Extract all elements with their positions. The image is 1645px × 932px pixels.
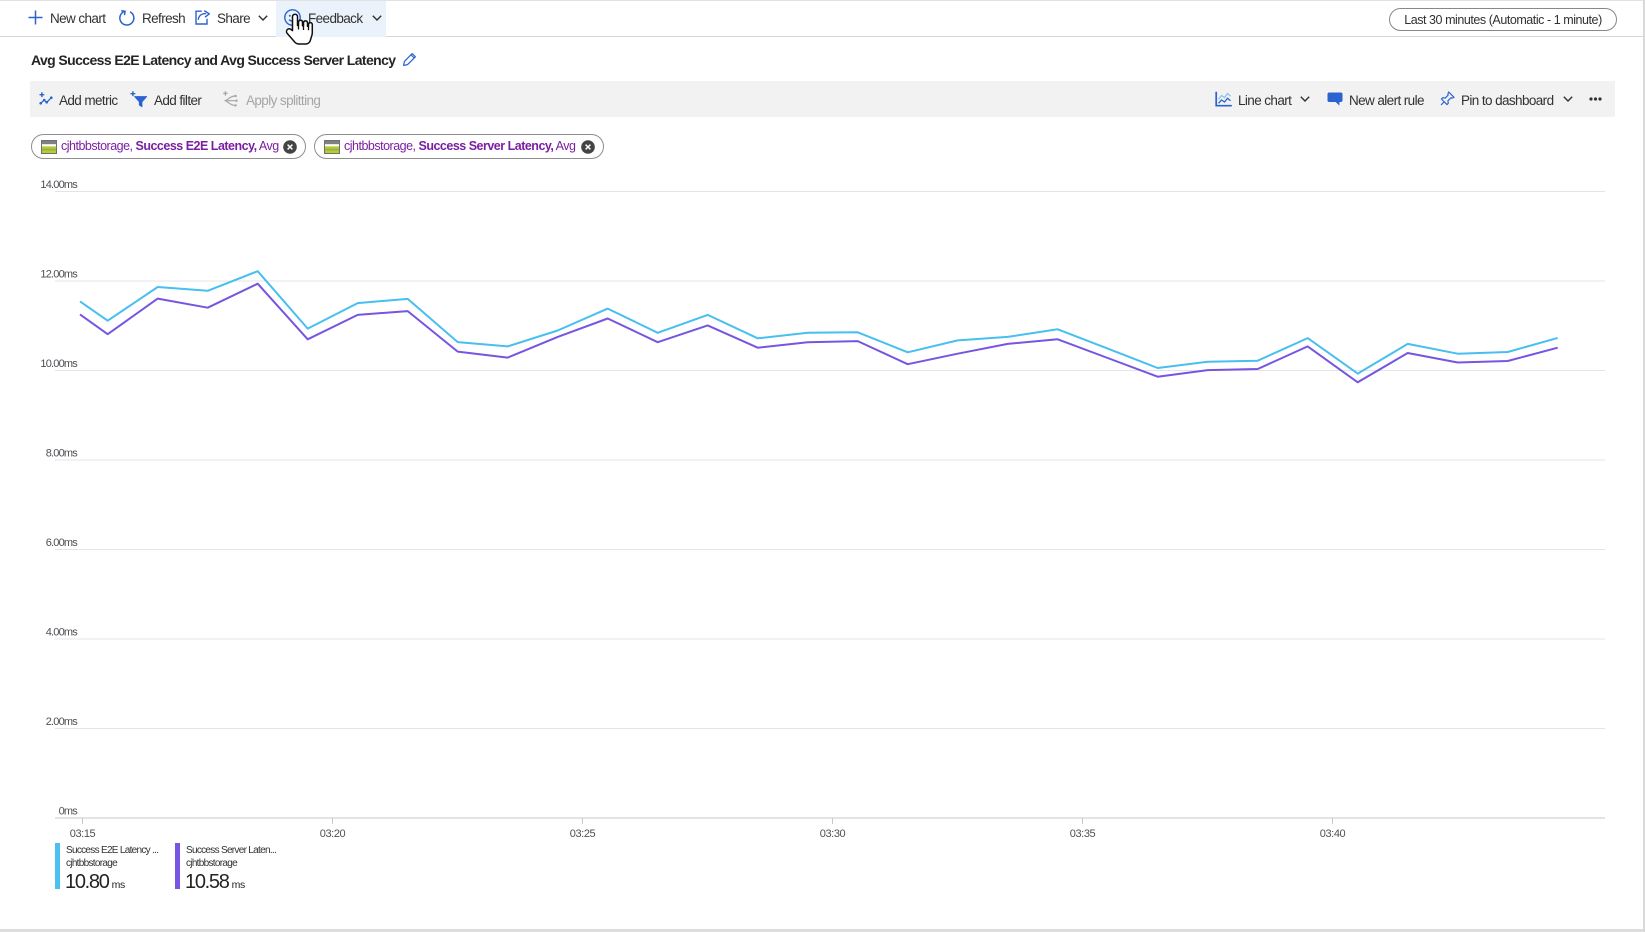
svg-text:2.00ms: 2.00ms: [46, 716, 79, 728]
svg-text:10.00ms: 10.00ms: [40, 358, 78, 370]
svg-text:03:25: 03:25: [570, 828, 596, 840]
svg-text:03:20: 03:20: [320, 828, 346, 840]
svg-text:03:30: 03:30: [820, 828, 846, 840]
svg-text:03:40: 03:40: [1320, 828, 1346, 840]
svg-text:14.00ms: 14.00ms: [40, 179, 78, 191]
svg-text:0ms: 0ms: [59, 806, 79, 818]
svg-text:4.00ms: 4.00ms: [46, 627, 79, 639]
svg-text:03:35: 03:35: [1070, 828, 1096, 840]
svg-text:03:15: 03:15: [70, 828, 96, 840]
svg-text:8.00ms: 8.00ms: [46, 448, 79, 460]
svg-text:12.00ms: 12.00ms: [40, 269, 78, 281]
svg-text:6.00ms: 6.00ms: [46, 537, 79, 549]
